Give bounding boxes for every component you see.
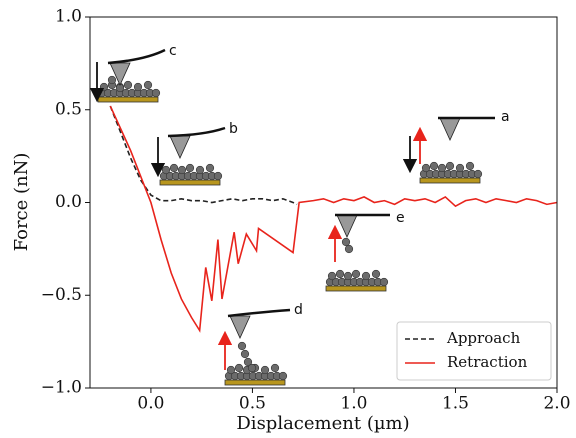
y-tick-label: 1.0 [55, 7, 82, 27]
bead [429, 161, 439, 171]
bead [240, 349, 250, 359]
bead [445, 161, 455, 171]
y-tick-label: 0.5 [55, 99, 82, 119]
substrate [419, 177, 481, 184]
x-axis-label: Displacement (µm) [236, 413, 409, 434]
bead [226, 365, 236, 375]
inset: b [150, 121, 238, 186]
annotation: a [501, 109, 510, 125]
annotation: c [169, 43, 177, 59]
cantilever [167, 126, 226, 138]
legend-label: Retraction [447, 353, 528, 371]
series-line [109, 105, 298, 206]
bead [379, 277, 389, 287]
plot-frame [89, 16, 558, 389]
bead [177, 165, 187, 175]
bead [195, 165, 205, 175]
bead [161, 165, 171, 175]
x-tick-label: 2.0 [543, 394, 570, 414]
bead [133, 82, 143, 92]
bead [341, 237, 351, 247]
bead [473, 169, 483, 179]
bead [371, 269, 381, 279]
bead [344, 244, 354, 254]
annotation: b [229, 121, 238, 137]
bead [351, 269, 361, 279]
y-tick-label: 0.0 [55, 192, 82, 212]
bead [205, 163, 215, 173]
legend-box [396, 321, 552, 381]
substrate [97, 96, 159, 103]
bead [455, 163, 465, 173]
bead [361, 271, 371, 281]
substrate [224, 379, 286, 386]
cantilever [227, 308, 291, 318]
bead [243, 357, 253, 367]
tip [439, 117, 461, 141]
x-tick-label: 1.0 [340, 394, 367, 414]
bead [107, 75, 117, 85]
x-tick-label: 0.5 [239, 394, 266, 414]
series-line [109, 105, 558, 333]
bead [327, 271, 337, 281]
inset: a [402, 109, 510, 184]
bead [465, 161, 475, 171]
tip [169, 135, 191, 159]
x-tick-label: 1.5 [442, 394, 469, 414]
legend-label: Approach [446, 329, 521, 347]
inset: e [325, 210, 405, 292]
cantilever [107, 48, 166, 65]
bead [99, 82, 109, 92]
substrate [325, 285, 387, 292]
annotation: e [396, 210, 405, 226]
bead [213, 171, 223, 181]
tip [229, 315, 251, 339]
bead [234, 363, 244, 373]
bead [260, 365, 270, 375]
x-tick-label: 0.0 [137, 394, 164, 414]
y-axis-label: Force (nN) [11, 153, 32, 252]
bead [123, 80, 133, 90]
bead [151, 88, 161, 98]
bead [247, 363, 257, 373]
inset: c [89, 43, 177, 103]
bead [237, 341, 247, 351]
bead [437, 163, 447, 173]
y-tick-label: −0.5 [41, 285, 82, 305]
y-tick-label: −1.0 [41, 378, 82, 398]
annotation: d [294, 302, 303, 318]
bead [335, 269, 345, 279]
bead [343, 271, 353, 281]
bead [270, 363, 280, 373]
bead [421, 163, 431, 173]
substrate [159, 179, 221, 186]
inset: d [217, 302, 303, 386]
bead [143, 80, 153, 90]
bead [169, 163, 179, 173]
bead [278, 371, 288, 381]
bead [185, 163, 195, 173]
tip [336, 214, 358, 238]
